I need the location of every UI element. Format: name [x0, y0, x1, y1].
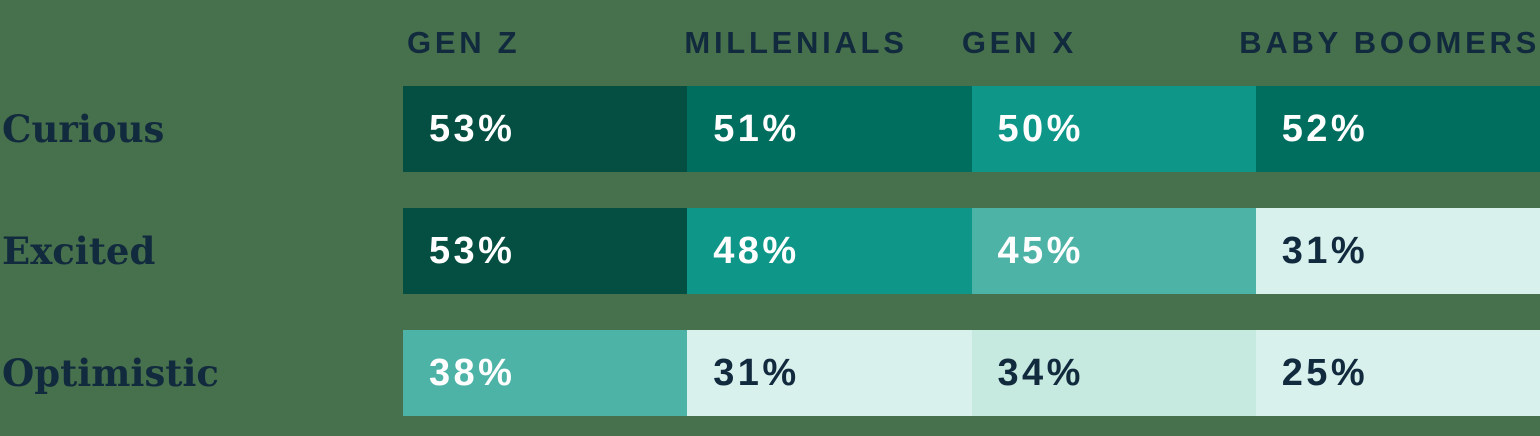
row-label-curious: Curious: [2, 107, 165, 151]
cell-curious-gen-z: 53%: [403, 86, 688, 172]
column-header-millenials: MILLENIALS: [684, 25, 908, 60]
cell-optimistic-gen-x: 34%: [971, 330, 1256, 416]
column-header-baby-boomers: BABY BOOMERS: [1239, 25, 1540, 60]
cell-excited-baby-boomers: 31%: [1255, 208, 1540, 294]
cell-optimistic-baby-boomers: 25%: [1255, 330, 1540, 416]
cell-curious-baby-boomers: 52%: [1255, 86, 1540, 172]
cell-excited-gen-z: 53%: [403, 208, 688, 294]
header-row: GEN Z MILLENIALS GEN X BABY BOOMERS: [0, 0, 1540, 86]
table-row-excited: Excited 53% 48% 45% 31%: [0, 208, 1540, 294]
column-header-gen-z: GEN Z: [407, 25, 521, 60]
cell-excited-millenials: 48%: [687, 208, 972, 294]
cell-excited-gen-x: 45%: [971, 208, 1256, 294]
row-label-excited: Excited: [2, 229, 156, 273]
cell-optimistic-gen-z: 38%: [403, 330, 688, 416]
table-row-curious: Curious 53% 51% 50% 52%: [0, 86, 1540, 172]
table-row-optimistic: Optimistic 38% 31% 34% 25%: [0, 330, 1540, 416]
column-header-gen-x: GEN X: [961, 25, 1077, 60]
row-label-optimistic: Optimistic: [2, 351, 219, 395]
cell-optimistic-millenials: 31%: [687, 330, 972, 416]
cell-curious-millenials: 51%: [687, 86, 972, 172]
cell-curious-gen-x: 50%: [971, 86, 1256, 172]
